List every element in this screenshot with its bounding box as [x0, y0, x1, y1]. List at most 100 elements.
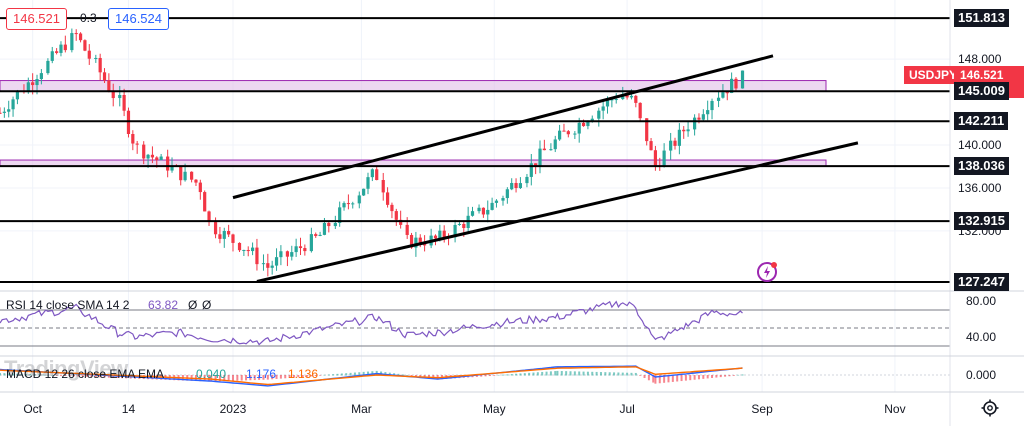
candle-body: [534, 163, 538, 166]
macd-histogram-bar: [223, 375, 226, 382]
macd-histogram-bar: [545, 371, 548, 376]
macd-histogram-bar: [68, 375, 71, 377]
macd-histogram-bar: [536, 372, 539, 376]
candle-body: [26, 82, 30, 93]
macd-histogram-bar: [604, 372, 607, 376]
candle-body: [481, 207, 485, 215]
macd-histogram-bar: [621, 372, 624, 376]
candle-body: [303, 248, 307, 252]
candle-body: [706, 110, 710, 115]
candle-body: [179, 166, 183, 181]
bid-price-button[interactable]: 146.521: [6, 8, 67, 30]
candle-body: [155, 157, 159, 161]
trend-channel: [232, 54, 859, 283]
macd-histogram-bar: [86, 375, 89, 377]
macd-histogram-bar: [29, 374, 32, 376]
macd-histogram-bar: [519, 373, 522, 376]
level-price-tag: 127.247: [954, 272, 1009, 291]
macd-histogram-bar: [94, 375, 97, 378]
candle-body: [135, 143, 139, 145]
macd-histogram-bar: [515, 373, 518, 376]
rsi-legend-sma: Ø: [188, 298, 197, 312]
candle-body: [577, 122, 581, 134]
candle-body: [549, 149, 553, 151]
candle-body: [74, 33, 78, 35]
macd-histogram-bar: [55, 375, 58, 376]
candle-body: [198, 182, 202, 193]
candle-body: [255, 247, 259, 265]
candle-body: [457, 223, 462, 225]
x-tick-label: May: [483, 402, 506, 416]
macd-histogram-bar: [689, 375, 692, 381]
alert-clock-icon[interactable]: [756, 261, 778, 283]
candle-body: [266, 263, 270, 268]
macd-legend-title: MACD 12 26 close EMA EMA: [6, 367, 164, 381]
candle-body: [150, 154, 155, 158]
candle-body: [399, 219, 403, 225]
candle-body: [31, 82, 35, 86]
macd-histogram-bar: [0, 372, 1, 376]
candle-body: [542, 148, 546, 151]
x-tick-label: 2023: [220, 402, 247, 416]
macd-histogram-bar: [652, 375, 655, 383]
candle-body: [494, 200, 499, 203]
macd-histogram-bar: [90, 375, 93, 377]
candle-body: [55, 51, 59, 53]
macd-histogram-bar: [693, 375, 696, 380]
candle-body: [721, 92, 725, 98]
candle-body: [370, 169, 374, 178]
candle-body: [290, 252, 294, 257]
candle-body: [525, 176, 529, 184]
macd-histogram-bar: [565, 371, 568, 376]
candle-body: [553, 139, 557, 150]
candle-body: [7, 109, 11, 112]
candle-body: [39, 73, 43, 80]
macd-legend-signal: 1.136: [288, 367, 318, 381]
candle-body: [529, 163, 533, 177]
macd-histogram-bar: [554, 371, 557, 376]
candle-body: [697, 117, 701, 120]
macd-histogram-bar: [582, 371, 585, 376]
candle-body: [610, 99, 614, 101]
macd-histogram-bar: [626, 372, 629, 376]
candle-body: [505, 189, 509, 199]
candle-body: [218, 234, 222, 239]
macd-histogram-bar: [349, 372, 352, 376]
candle-body: [486, 209, 490, 215]
candle-body: [394, 211, 398, 220]
macd-histogram-bar: [33, 374, 36, 376]
macd-histogram-bar: [77, 375, 80, 377]
candle-body: [35, 79, 39, 86]
candle-body: [614, 99, 618, 101]
candle-body: [573, 133, 577, 135]
candle-body: [581, 122, 586, 127]
macd-histogram-bar: [647, 375, 650, 381]
settings-gear-icon[interactable]: [980, 398, 1000, 418]
macd-histogram-bar: [541, 371, 544, 376]
level-price-tag: 132.915: [954, 212, 1009, 231]
candle-body: [318, 234, 322, 236]
macd-histogram-bar: [51, 374, 54, 376]
macd-legend-macd: 1.176: [246, 367, 276, 381]
macd-histogram-bar: [393, 373, 396, 376]
macd-histogram-bar: [591, 371, 594, 376]
macd-histogram-bar: [266, 375, 269, 380]
level-price-tag: 145.009: [954, 82, 1009, 101]
ask-price-button[interactable]: 146.524: [108, 8, 169, 30]
candle-body: [470, 211, 475, 216]
macd-histogram-bar: [573, 371, 576, 376]
macd-histogram-bar: [667, 375, 670, 383]
rsi-line: [0, 300, 743, 346]
candle-body: [518, 183, 523, 189]
macd-histogram-bar: [663, 375, 666, 383]
candle-body: [701, 114, 705, 120]
macd-histogram-bar: [711, 375, 714, 378]
candle-body: [94, 57, 98, 59]
x-tick-label: Mar: [351, 402, 372, 416]
rsi-pane: [0, 300, 950, 347]
macd-histogram-bar: [319, 375, 322, 376]
candle-body: [333, 222, 337, 227]
macd-histogram-bar: [414, 375, 417, 377]
candle-body: [682, 129, 686, 132]
